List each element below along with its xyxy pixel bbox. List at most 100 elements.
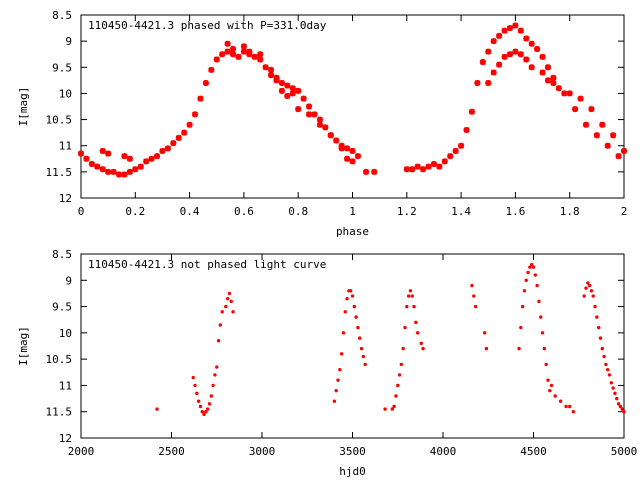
data-point bbox=[566, 90, 573, 97]
x-tick-label: 2500 bbox=[158, 445, 185, 458]
data-point bbox=[159, 147, 166, 154]
data-point bbox=[126, 168, 133, 175]
data-point bbox=[618, 404, 623, 409]
data-point bbox=[227, 291, 232, 296]
y-axis-label: I[mag] bbox=[17, 87, 30, 127]
data-point bbox=[311, 111, 318, 118]
data-point bbox=[549, 383, 554, 388]
data-point bbox=[392, 404, 396, 409]
data-point bbox=[596, 325, 601, 330]
data-point bbox=[99, 166, 106, 173]
x-tick-label: 1.4 bbox=[451, 205, 471, 218]
data-point bbox=[148, 155, 155, 162]
x-tick-label: 0.6 bbox=[234, 205, 254, 218]
data-point bbox=[611, 386, 615, 390]
y-tick-label: 9 bbox=[65, 35, 72, 48]
data-point bbox=[496, 61, 503, 68]
x-tick-label: 2000 bbox=[68, 445, 95, 458]
data-point bbox=[586, 281, 590, 285]
data-point bbox=[224, 48, 231, 55]
data-point bbox=[211, 383, 215, 388]
data-point bbox=[110, 168, 117, 175]
data-point bbox=[401, 346, 405, 351]
data-point bbox=[599, 121, 606, 128]
data-point bbox=[539, 53, 546, 60]
data-point bbox=[534, 45, 541, 52]
data-point bbox=[409, 166, 416, 173]
data-point bbox=[415, 331, 420, 335]
x-tick-label: 3500 bbox=[339, 445, 366, 458]
data-point bbox=[540, 331, 545, 335]
data-point bbox=[126, 155, 133, 162]
data-point bbox=[273, 74, 280, 81]
x-tick-label: 4000 bbox=[430, 445, 457, 458]
data-point bbox=[77, 150, 85, 157]
data-point bbox=[479, 59, 486, 66]
x-tick-label: 0.2 bbox=[125, 205, 145, 218]
data-point bbox=[300, 95, 307, 102]
data-point bbox=[231, 310, 235, 314]
data-point bbox=[338, 145, 345, 152]
data-point bbox=[399, 362, 404, 367]
data-point bbox=[278, 87, 285, 94]
data-point bbox=[137, 163, 144, 170]
data-point bbox=[555, 85, 562, 92]
data-point bbox=[225, 296, 230, 301]
data-point bbox=[336, 378, 340, 382]
data-point bbox=[208, 66, 215, 73]
data-point bbox=[544, 77, 551, 84]
data-point bbox=[463, 127, 470, 134]
data-point bbox=[143, 158, 150, 165]
data-point bbox=[196, 399, 201, 403]
data-point bbox=[474, 79, 481, 86]
y-tick-label: 9 bbox=[65, 274, 72, 287]
data-point bbox=[354, 315, 358, 319]
data-point bbox=[363, 362, 367, 367]
y-tick-label: 9.5 bbox=[52, 61, 72, 74]
data-point bbox=[332, 399, 337, 403]
data-point bbox=[544, 64, 551, 71]
data-point bbox=[458, 142, 465, 149]
data-point bbox=[531, 265, 536, 269]
data-point bbox=[348, 289, 353, 293]
data-point bbox=[410, 294, 414, 298]
data-point bbox=[343, 310, 347, 314]
data-point bbox=[425, 163, 432, 170]
data-point bbox=[240, 48, 247, 55]
data-point bbox=[235, 53, 242, 60]
data-point bbox=[512, 22, 519, 29]
data-point bbox=[484, 346, 489, 351]
data-point bbox=[219, 51, 226, 58]
data-point bbox=[501, 53, 508, 60]
data-point bbox=[496, 32, 503, 39]
data-point bbox=[289, 85, 296, 92]
chart-title: 110450-4421.3 not phased light curve bbox=[88, 258, 326, 271]
data-point bbox=[202, 412, 206, 417]
data-point bbox=[352, 304, 357, 309]
data-point bbox=[593, 304, 597, 309]
data-point bbox=[546, 378, 550, 382]
data-point bbox=[394, 394, 398, 398]
data-point bbox=[383, 407, 387, 411]
data-point bbox=[403, 166, 410, 173]
data-point bbox=[322, 124, 329, 131]
y-tick-label: 11.5 bbox=[46, 166, 73, 179]
data-point bbox=[606, 367, 610, 372]
data-point bbox=[588, 106, 595, 113]
x-tick-label: 5000 bbox=[611, 445, 638, 458]
data-point bbox=[209, 394, 214, 398]
data-point bbox=[430, 161, 437, 168]
data-point bbox=[468, 108, 475, 115]
data-point bbox=[213, 56, 220, 63]
data-point bbox=[501, 27, 508, 34]
data-point bbox=[582, 121, 589, 128]
data-point bbox=[397, 373, 402, 377]
data-point bbox=[609, 381, 614, 385]
data-point bbox=[490, 38, 497, 45]
data-point bbox=[604, 362, 608, 367]
y-tick-label: 11.5 bbox=[46, 406, 73, 419]
data-point bbox=[344, 145, 351, 152]
data-point bbox=[550, 79, 557, 86]
data-point bbox=[517, 51, 524, 58]
data-point bbox=[345, 296, 349, 301]
